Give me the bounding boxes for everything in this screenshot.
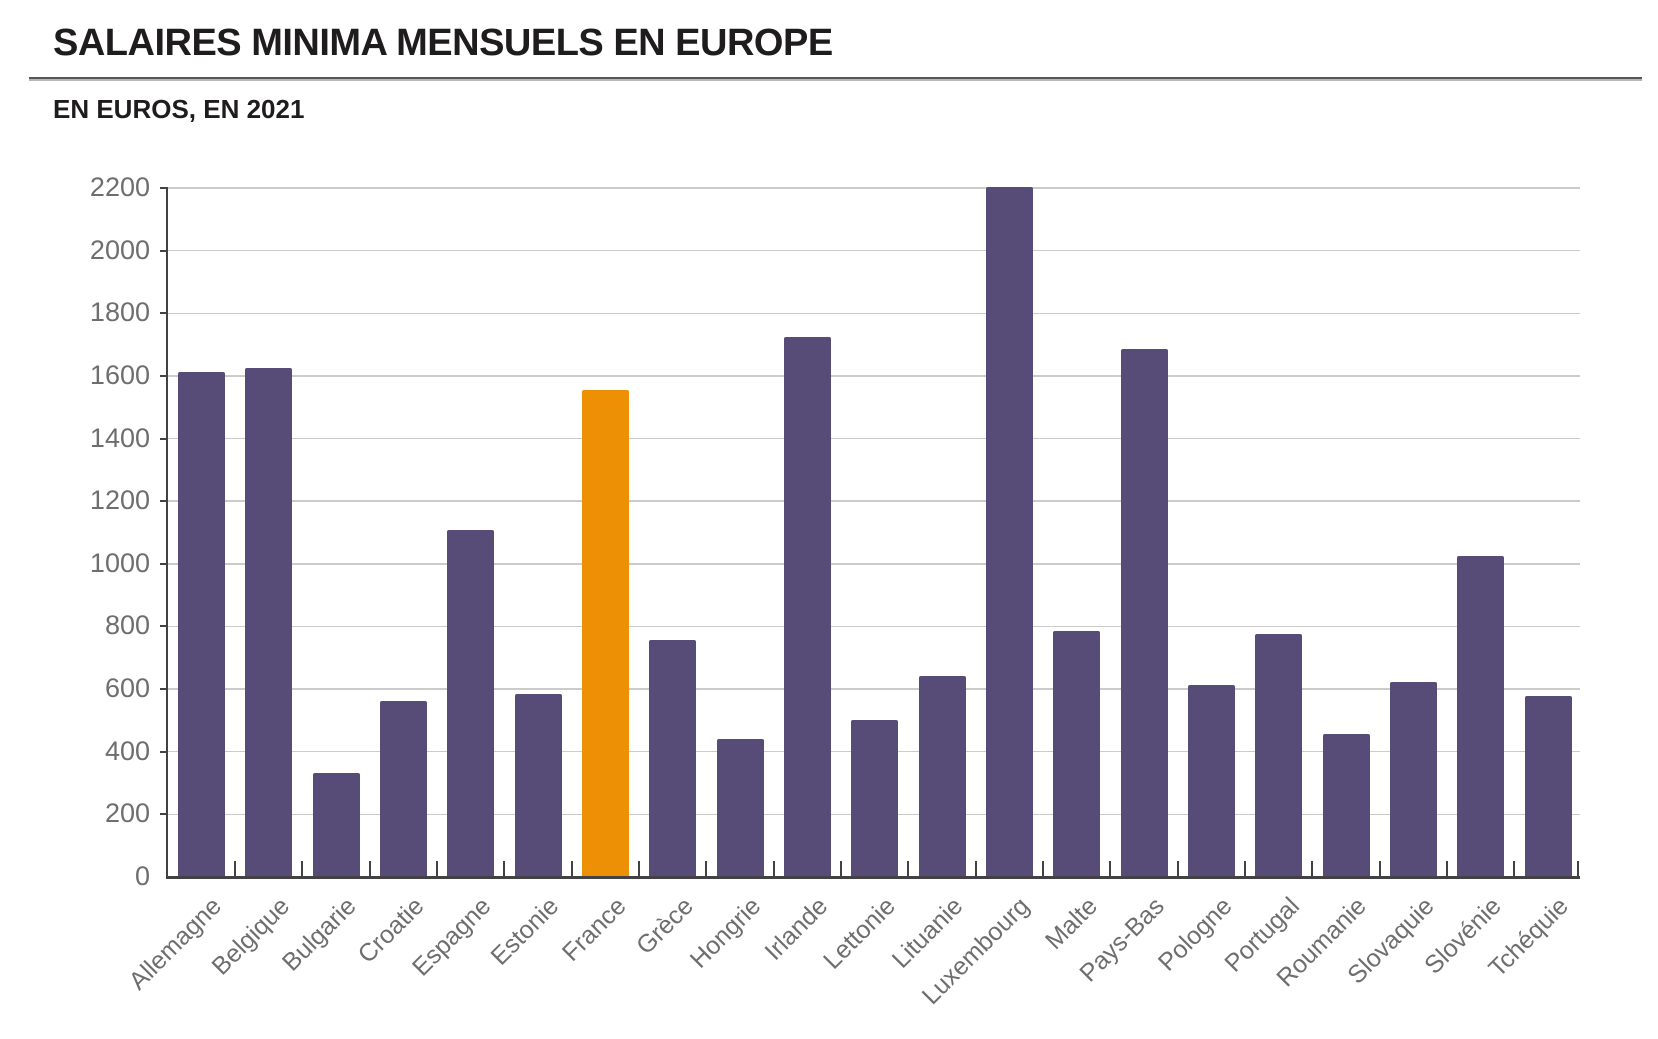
page-subtitle: EN EUROS, EN 2021 [53, 94, 305, 124]
y-tick-label-2000: 2000 [89, 234, 150, 265]
bar-pologne [1187, 684, 1235, 877]
y-tick-label-200: 200 [104, 798, 150, 829]
bar-tchequie [1524, 695, 1572, 877]
bar-allemagne [178, 371, 225, 877]
y-axis-tick [160, 437, 168, 440]
x-axis-tick [638, 861, 641, 877]
bar-bulgarie [312, 773, 360, 877]
gridline-600 [168, 688, 1580, 690]
bar-malte [1053, 631, 1101, 877]
y-axis-tick [160, 562, 168, 565]
x-axis-tick [301, 861, 304, 877]
x-axis-tick [907, 861, 910, 877]
y-tick-label-0: 0 [134, 861, 150, 891]
bar-slovenie [1457, 556, 1505, 877]
y-axis-tick [160, 187, 168, 189]
x-axis-tick [1042, 861, 1045, 877]
x-tick-label-bulgarie: Bulgarie [277, 892, 362, 977]
x-tick-label-allemagne: Allemagne [123, 892, 228, 996]
y-tick-label-1400: 1400 [89, 422, 150, 453]
gridline-1200 [168, 500, 1580, 502]
bar-luxembourg [985, 187, 1033, 877]
gridline-1600 [168, 375, 1580, 377]
bar-croatie [379, 700, 427, 877]
y-tick-label-1800: 1800 [89, 297, 150, 328]
y-axis-tick [160, 500, 168, 503]
x-tick-label-france: France [556, 892, 632, 967]
y-tick-label-1000: 1000 [89, 547, 150, 578]
x-tick-label-malte: Malte [1039, 892, 1103, 956]
x-axis-tick [1176, 861, 1179, 877]
y-axis-tick [160, 312, 168, 315]
bar-grece [649, 639, 697, 877]
gridline-1800 [168, 312, 1580, 315]
y-tick-label-2200: 2200 [89, 172, 150, 202]
y-axis-tick [160, 813, 168, 816]
y-axis-tick [160, 625, 168, 628]
bar-estonie [514, 694, 562, 877]
x-axis-tick [1109, 861, 1112, 877]
bar-portugal [1255, 633, 1303, 877]
x-tick-label-estonie: Estonie [485, 892, 564, 971]
x-axis-tick [974, 861, 977, 877]
bar-lituanie [918, 675, 966, 877]
bar-hongrie [716, 738, 764, 877]
y-axis-tick [160, 374, 168, 377]
gridline-2000 [168, 249, 1580, 252]
y-axis-tick [160, 750, 168, 753]
gridline-1400 [168, 437, 1580, 440]
bar-lettonie [851, 720, 899, 877]
y-tick-label-1200: 1200 [89, 485, 150, 516]
x-axis-tick [436, 861, 439, 877]
gridline-1000 [168, 563, 1580, 565]
x-tick-label-lettonie: Lettonie [817, 892, 901, 975]
x-axis-tick [705, 861, 708, 877]
bar-espagne [447, 530, 495, 877]
y-tick-label-400: 400 [104, 735, 150, 766]
x-axis-tick [1311, 861, 1314, 877]
bar-france [581, 390, 629, 877]
x-axis-tick [840, 861, 843, 877]
gridline-800 [168, 625, 1580, 628]
x-axis-end-tick [1577, 861, 1579, 877]
x-axis-tick [368, 861, 371, 877]
gridline-2200 [168, 187, 1580, 189]
title-divider [29, 77, 1642, 81]
x-axis-tick [234, 861, 237, 877]
y-axis-tick [160, 249, 168, 252]
x-axis-tick [1244, 861, 1247, 877]
y-tick-label-800: 800 [104, 610, 150, 641]
plot-area [160, 187, 1580, 879]
x-axis-tick [570, 861, 573, 877]
bar-roumanie [1322, 733, 1370, 877]
x-tick-label-hongrie: Hongrie [684, 892, 766, 974]
x-axis-tick [772, 861, 775, 877]
y-tick-label-600: 600 [104, 673, 150, 704]
x-axis-tick [1513, 861, 1516, 877]
x-axis-tick [1446, 861, 1449, 877]
bar-irlande [783, 337, 831, 877]
x-axis-tick [1378, 861, 1381, 877]
bar-slovaquie [1389, 681, 1437, 877]
x-axis-line [166, 876, 1580, 879]
page-title: SALAIRES MINIMA MENSUELS EN EUROPE [53, 22, 833, 64]
bar-pays-bas [1120, 349, 1168, 877]
x-axis-tick [503, 861, 506, 877]
bar-belgique [245, 367, 293, 877]
y-axis-tick [160, 688, 168, 691]
y-tick-label-1600: 1600 [89, 359, 150, 390]
